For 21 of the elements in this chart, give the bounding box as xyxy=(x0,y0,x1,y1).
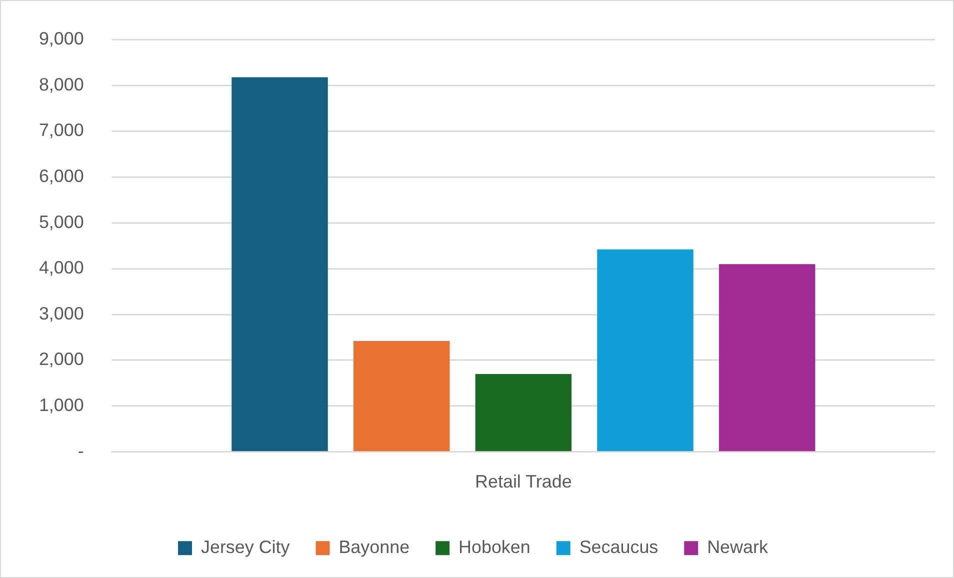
legend-label: Secaucus xyxy=(579,537,658,558)
bar xyxy=(232,77,328,452)
legend-label: Newark xyxy=(707,537,768,558)
bar xyxy=(597,249,694,452)
bar xyxy=(353,341,450,452)
legend-label: Jersey City xyxy=(200,537,290,558)
y-tick-label: 8,000 xyxy=(38,74,84,94)
bar xyxy=(718,264,816,452)
x-tick-label: Retail Trade xyxy=(475,471,572,492)
bar xyxy=(475,374,572,452)
y-tick-label: 7,000 xyxy=(38,120,84,140)
y-tick-label: 3,000 xyxy=(38,303,84,324)
legend-label: Hoboken xyxy=(458,537,530,558)
y-tick-label: 1,000 xyxy=(38,395,84,415)
y-tick-label: 6,000 xyxy=(38,166,84,186)
y-tick-label: 9,000 xyxy=(38,28,84,49)
legend-label: Bayonne xyxy=(338,537,410,558)
y-tick-label: 4,000 xyxy=(38,258,84,278)
y-tick-label: - xyxy=(78,440,84,461)
y-tick-label: 2,000 xyxy=(38,349,84,370)
y-tick-label: 5,000 xyxy=(38,212,84,232)
